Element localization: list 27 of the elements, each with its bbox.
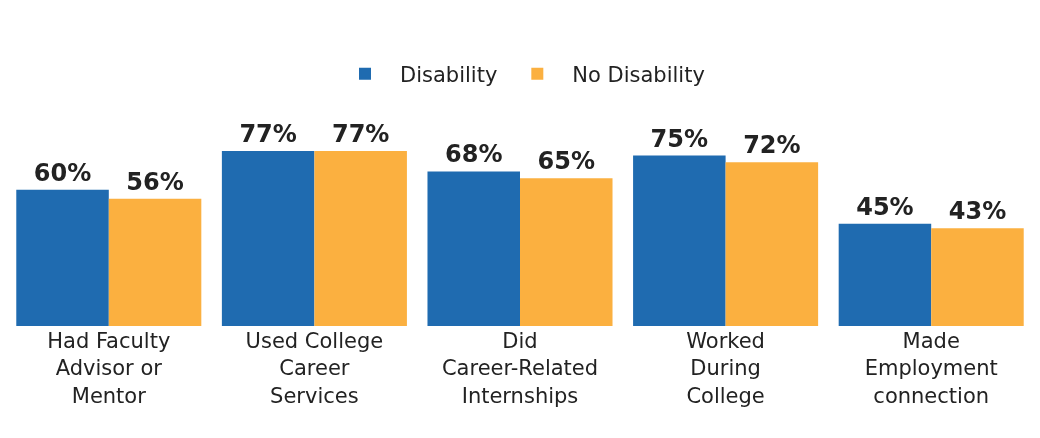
bar <box>520 178 613 326</box>
bar <box>221 151 315 326</box>
x-tick-label: Had Faculty Advisor or Mentor <box>47 329 171 408</box>
bar <box>314 151 407 326</box>
x-tick-label: Worked During College <box>686 329 765 408</box>
data-label: 43% <box>948 197 1007 226</box>
bar <box>725 162 819 326</box>
bar <box>16 189 109 326</box>
data-label: 77% <box>239 120 297 148</box>
data-label: 45% <box>856 192 914 221</box>
data-label: 56% <box>126 167 184 196</box>
data-label: 68% <box>445 140 503 169</box>
data-label: 60% <box>33 158 92 187</box>
bar <box>931 228 1024 326</box>
data-label: 75% <box>650 124 709 153</box>
legend-label: No Disability <box>572 63 705 88</box>
x-tick-label: Made Employment connection <box>864 329 998 408</box>
x-tick-label: Did Career-Related Internships <box>441 329 599 408</box>
x-tick-label: Used College Career Services <box>245 329 384 408</box>
bar <box>427 171 520 326</box>
bar <box>838 223 932 326</box>
bar <box>633 155 726 326</box>
data-label: 72% <box>743 131 801 160</box>
bar <box>108 198 202 326</box>
data-label: 65% <box>537 147 595 176</box>
data-label: 77% <box>331 120 390 148</box>
legend-label: Disability <box>400 63 498 88</box>
